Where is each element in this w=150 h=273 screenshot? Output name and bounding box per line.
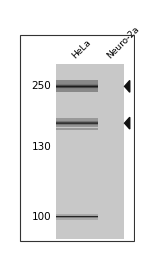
Bar bbox=[56, 87, 98, 88]
Text: Neuro-2a: Neuro-2a bbox=[105, 24, 141, 60]
Bar bbox=[56, 84, 98, 85]
Bar bbox=[56, 82, 98, 83]
Bar bbox=[56, 80, 98, 81]
Bar bbox=[56, 91, 98, 92]
Polygon shape bbox=[124, 81, 130, 92]
Bar bbox=[56, 120, 98, 121]
Bar bbox=[56, 83, 98, 84]
Bar bbox=[56, 64, 98, 239]
Text: 100: 100 bbox=[32, 212, 51, 222]
Bar bbox=[56, 81, 98, 82]
Bar bbox=[56, 129, 98, 130]
Bar bbox=[56, 86, 98, 87]
Bar bbox=[56, 128, 98, 129]
Bar bbox=[56, 90, 98, 91]
Bar bbox=[56, 123, 98, 124]
Text: 250: 250 bbox=[32, 81, 51, 91]
Bar bbox=[56, 117, 98, 118]
Bar bbox=[56, 119, 98, 120]
Text: 130: 130 bbox=[32, 142, 51, 152]
Bar bbox=[56, 127, 98, 128]
Bar bbox=[56, 88, 98, 89]
Text: HeLa: HeLa bbox=[70, 38, 93, 60]
Bar bbox=[56, 121, 98, 122]
Bar bbox=[56, 89, 98, 90]
Polygon shape bbox=[124, 117, 130, 129]
Bar bbox=[56, 124, 98, 125]
Bar bbox=[56, 85, 98, 86]
Bar bbox=[56, 122, 98, 123]
Bar bbox=[56, 126, 98, 127]
Bar bbox=[56, 118, 98, 119]
Bar bbox=[98, 64, 124, 239]
Bar bbox=[56, 125, 98, 126]
